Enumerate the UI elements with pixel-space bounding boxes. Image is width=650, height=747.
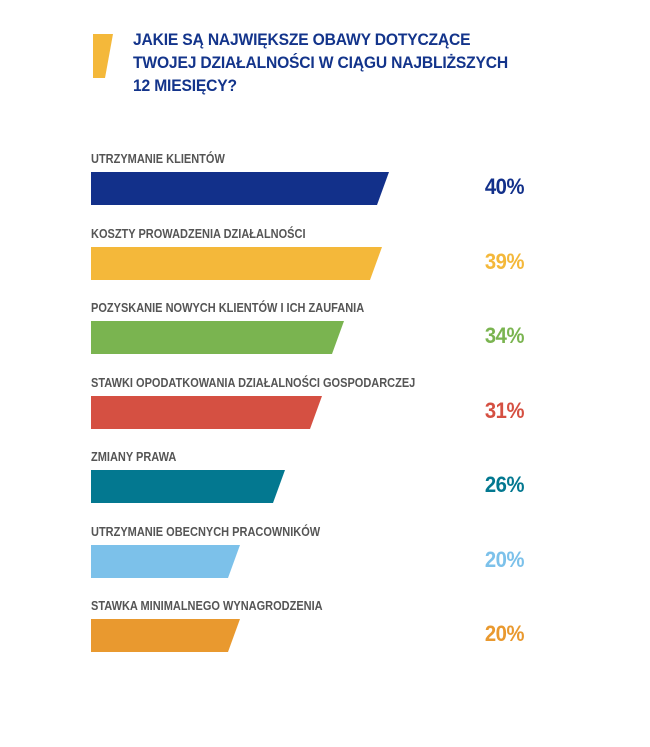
bar-row: STAWKI OPODATKOWANIA DZIAŁALNOŚCI GOSPOD… [91, 376, 541, 436]
value-label: 40% [484, 174, 525, 199]
value-label: 31% [484, 397, 525, 423]
bar-svg [91, 470, 285, 503]
bar-row: UTRZYMANIE OBECNYCH PRACOWNIKÓW 20% [91, 525, 541, 585]
chart-title-line-2: TWOJEJ DZIAŁALNOŚCI W CIĄGU NAJBLIŻSZYCH [133, 53, 508, 72]
value-label: 20% [484, 621, 525, 646]
category-label: STAWKI OPODATKOWANIA DZIAŁALNOŚCI GOSPOD… [91, 375, 416, 390]
category-label: UTRZYMANIE OBECNYCH PRACOWNIKÓW [91, 524, 321, 539]
chart-title-line-1: JAKIE SĄ NAJWIĘKSZE OBAWY DOTYCZĄCE [133, 30, 471, 49]
bar-svg [91, 321, 344, 354]
category-label: POZYSKANIE NOWYCH KLIENTÓW I ICH ZAUFANI… [91, 301, 365, 315]
bar [91, 172, 389, 205]
category-label: UTRZYMANIE KLIENTÓW [91, 152, 225, 166]
title-accent-shape [93, 34, 113, 78]
bar [91, 246, 382, 280]
bar-row: POZYSKANIE NOWYCH KLIENTÓW I ICH ZAUFANI… [91, 301, 541, 361]
bar-svg [91, 619, 240, 652]
chart-title: JAKIE SĄ NAJWIĘKSZE OBAWY DOTYCZĄCE TWOJ… [133, 28, 556, 97]
bar [91, 470, 285, 503]
bar [91, 321, 344, 354]
bar [91, 544, 240, 578]
bar-svg [91, 172, 389, 205]
bar [91, 395, 322, 429]
value-label: 26% [484, 472, 525, 497]
bar-row: KOSZTY PROWADZENIA DZIAŁALNOŚCI 39% [91, 227, 541, 287]
value-label: 34% [484, 323, 525, 348]
bar-svg [91, 395, 322, 429]
category-label: KOSZTY PROWADZENIA DZIAŁALNOŚCI [91, 226, 306, 241]
bar [91, 619, 240, 652]
value-label: 39% [484, 248, 525, 274]
category-label: ZMIANY PRAWA [91, 450, 177, 464]
title-block: JAKIE SĄ NAJWIĘKSZE OBAWY DOTYCZĄCE TWOJ… [93, 28, 593, 108]
chart-title-line-3: 12 MIESIĘCY? [133, 76, 237, 95]
bar-svg [91, 246, 382, 280]
category-label: STAWKA MINIMALNEGO WYNAGRODZENIA [91, 599, 323, 613]
bar-row: ZMIANY PRAWA 26% [91, 450, 541, 510]
bar-svg [91, 544, 240, 578]
bar-row: STAWKA MINIMALNEGO WYNAGRODZENIA 20% [91, 599, 541, 659]
bar-row: UTRZYMANIE KLIENTÓW 40% [91, 152, 541, 212]
value-label: 20% [484, 546, 525, 572]
